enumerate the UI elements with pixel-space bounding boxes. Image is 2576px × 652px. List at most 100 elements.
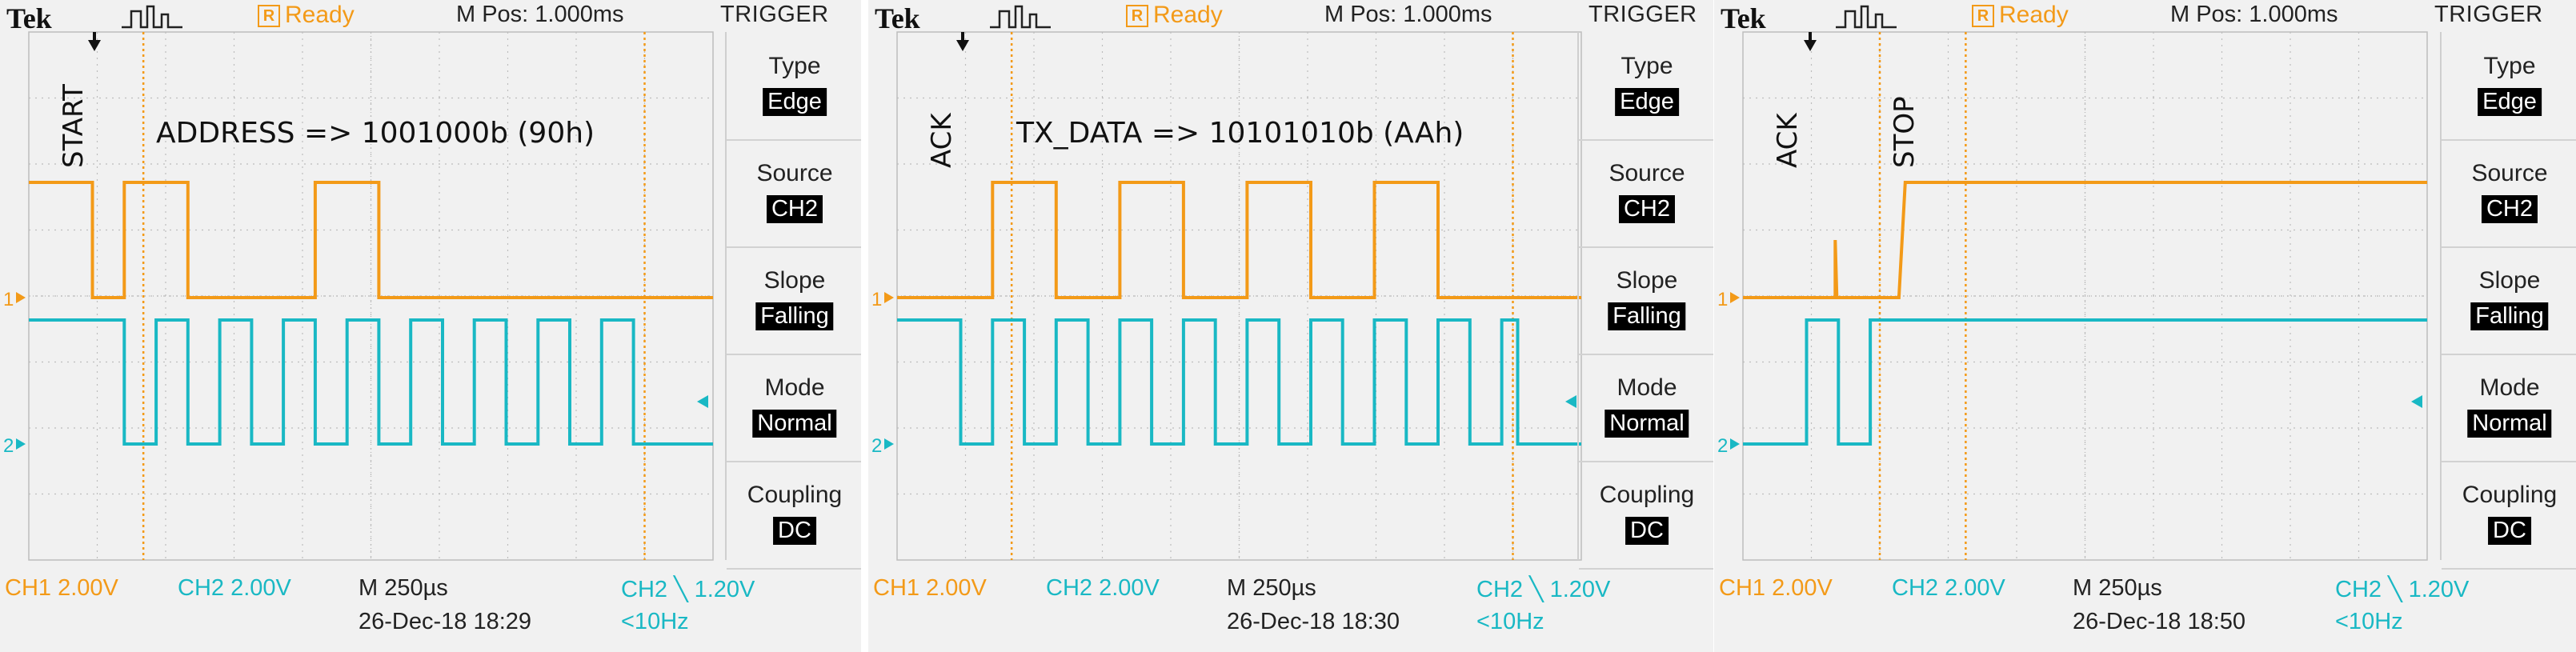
scope-status-bar: CH1 2.00V CH2 2.00V M 250µs 26-Dec-18 18:29… <box>0 564 861 652</box>
trigger-menu-title: TRIGGER <box>2434 2 2543 27</box>
menu-item-value: CH2 <box>766 195 823 223</box>
trigger-menu: Type Edge Source CH2 Slope Falling Mode Normal C… <box>2440 32 2576 570</box>
ch1-ground-marker-label: 1 <box>3 289 14 310</box>
ch1-ground-marker: 1 <box>871 289 894 310</box>
ch2-waveform <box>897 318 1581 446</box>
ch2-ground-marker: 2 <box>3 435 26 457</box>
annotation-byte: TX_DATA => 10101010b (AAh) <box>1016 117 1464 150</box>
menu-item-label: Coupling <box>2462 482 2558 508</box>
scope-status-bar: CH1 2.00V CH2 2.00V M 250µs 26-Dec-18 18:30… <box>868 564 1713 652</box>
ch1-ground-marker: 1 <box>1717 289 1740 310</box>
trigger-frequency-readout: <10Hz <box>2335 609 2403 634</box>
menu-item-label: Slope <box>1616 267 1678 294</box>
timebase-readout: M 250µs <box>1227 575 1316 601</box>
trigger-menu-item-source[interactable]: Source CH2 <box>727 139 861 248</box>
scope-status-bar: CH1 2.00V CH2 2.00V M 250µs 26-Dec-18 18:50… <box>1714 564 2576 652</box>
scope-top-bar: Tek R Ready M Pos: 1.000ms TRIGGER <box>868 0 1713 34</box>
menu-item-label: Slope <box>2478 267 2541 294</box>
trigger-menu-item-type[interactable]: Type Edge <box>2442 32 2576 141</box>
acquisition-status: Ready <box>1153 2 1223 28</box>
menu-item-label: Source <box>1608 160 1685 186</box>
ch2-ground-marker-label: 2 <box>871 435 882 457</box>
ch2-ground-marker: 2 <box>1717 435 1740 457</box>
trigger-readout: CH2 ╲ 1.20V <box>1476 577 1611 602</box>
scope-2: Tek R Ready M Pos: 1.000ms TRIGGER 1 2 ACK TX_DA… <box>868 0 1713 652</box>
trigger-menu-item-slope[interactable]: Slope Falling <box>1579 246 1713 355</box>
horizontal-position-readout: M Pos: 1.000ms <box>1324 2 1492 27</box>
trigger-menu-item-coupling[interactable]: Coupling DC <box>2442 461 2576 570</box>
ch2-ground-marker-label: 2 <box>1717 435 1728 457</box>
trigger-menu: Type Edge Source CH2 Slope Falling Mode Normal C… <box>1577 32 1713 570</box>
ch2-ground-marker-arrow-icon <box>884 438 894 450</box>
trigger-menu-item-source[interactable]: Source CH2 <box>1579 139 1713 248</box>
trigger-menu-item-mode[interactable]: Mode Normal <box>1579 354 1713 462</box>
menu-item-label: Slope <box>763 267 826 294</box>
ch1-ground-marker-label: 1 <box>1717 289 1728 310</box>
trigger-menu-title: TRIGGER <box>1588 2 1697 27</box>
ch2-ground-marker-arrow-icon <box>16 438 26 450</box>
timestamp: 26-Dec-18 18:29 <box>359 609 532 634</box>
menu-item-label: Mode <box>1617 374 1677 401</box>
brand-logo: Tek <box>1721 2 1766 34</box>
menu-item-value: Edge <box>763 88 827 116</box>
menu-item-label: Type <box>768 53 821 79</box>
ch2-scale-readout: CH2 2.00V <box>1892 575 2005 601</box>
ch2-waveform <box>29 318 713 446</box>
ch1-scale-readout: CH1 2.00V <box>1719 575 1833 601</box>
horizontal-position-readout: M Pos: 1.000ms <box>456 2 624 27</box>
ch2-waveform <box>1743 318 2427 446</box>
trigger-frequency-readout: <10Hz <box>1476 609 1544 634</box>
trigger-menu-item-type[interactable]: Type Edge <box>727 32 861 141</box>
timestamp: 26-Dec-18 18:50 <box>2073 609 2246 634</box>
graticule <box>1742 31 2428 561</box>
menu-item-label: Type <box>2483 53 2536 79</box>
ready-badge: R <box>258 5 280 27</box>
ch2-scale-readout: CH2 2.00V <box>1046 575 1160 601</box>
trigger-menu-item-source[interactable]: Source CH2 <box>2442 139 2576 248</box>
brand-logo: Tek <box>875 2 920 34</box>
ch2-ground-marker: 2 <box>871 435 894 457</box>
menu-item-value: Normal <box>2467 410 2552 438</box>
menu-item-value: Falling <box>755 302 834 330</box>
waveform-display: 12 <box>3 31 714 561</box>
menu-item-value: DC <box>773 517 816 545</box>
annotation-start: START <box>58 84 90 168</box>
ch1-ground-marker: 1 <box>3 289 26 310</box>
trigger-menu-item-slope[interactable]: Slope Falling <box>2442 246 2576 355</box>
trigger-menu-item-mode[interactable]: Mode Normal <box>727 354 861 462</box>
menu-item-value: DC <box>2488 517 2531 545</box>
trigger-menu-item-type[interactable]: Type Edge <box>1579 32 1713 141</box>
waveform-display: 12 <box>871 31 1582 561</box>
menu-item-value: Edge <box>1615 88 1679 116</box>
trigger-position-marker-icon <box>1804 32 1817 51</box>
annotation-ack: ACK <box>1772 113 1804 168</box>
timebase-readout: M 250µs <box>2073 575 2162 601</box>
trigger-menu-item-mode[interactable]: Mode Normal <box>2442 354 2576 462</box>
ch2-ground-marker-label: 2 <box>3 435 14 457</box>
acquisition-status: Ready <box>285 2 355 28</box>
trigger-menu-title: TRIGGER <box>720 2 829 27</box>
ch2-scale-readout: CH2 2.00V <box>178 575 291 601</box>
trigger-menu-item-coupling[interactable]: Coupling DC <box>1579 461 1713 570</box>
trigger-level-arrow-icon <box>2411 395 2422 408</box>
menu-item-label: Coupling <box>747 482 843 508</box>
scope-top-bar: Tek R Ready M Pos: 1.000ms TRIGGER <box>0 0 861 34</box>
menu-item-label: Source <box>2471 160 2548 186</box>
ch1-waveform <box>897 181 1581 299</box>
scope-3: Tek R Ready M Pos: 1.000ms TRIGGER 1 2 ACK STOP T… <box>1714 0 2576 652</box>
horizontal-position-readout: M Pos: 1.000ms <box>2170 2 2338 27</box>
menu-item-label: Mode <box>2479 374 2540 401</box>
ch1-scale-readout: CH1 2.00V <box>873 575 987 601</box>
annotation-byte: ADDRESS => 1001000b (90h) <box>156 117 595 150</box>
trigger-menu-item-slope[interactable]: Slope Falling <box>727 246 861 355</box>
menu-item-value: Falling <box>2470 302 2549 330</box>
trigger-menu: Type Edge Source CH2 Slope Falling Mode Normal C… <box>725 32 861 570</box>
trigger-menu-item-coupling[interactable]: Coupling DC <box>727 461 861 570</box>
trigger-readout: CH2 ╲ 1.20V <box>621 577 755 602</box>
trigger-level-arrow-icon <box>697 395 708 408</box>
menu-item-value: CH2 <box>2481 195 2538 223</box>
ready-badge: R <box>1126 5 1148 27</box>
annotation-stop: STOP <box>1889 96 1921 168</box>
timebase-readout: M 250µs <box>359 575 448 601</box>
